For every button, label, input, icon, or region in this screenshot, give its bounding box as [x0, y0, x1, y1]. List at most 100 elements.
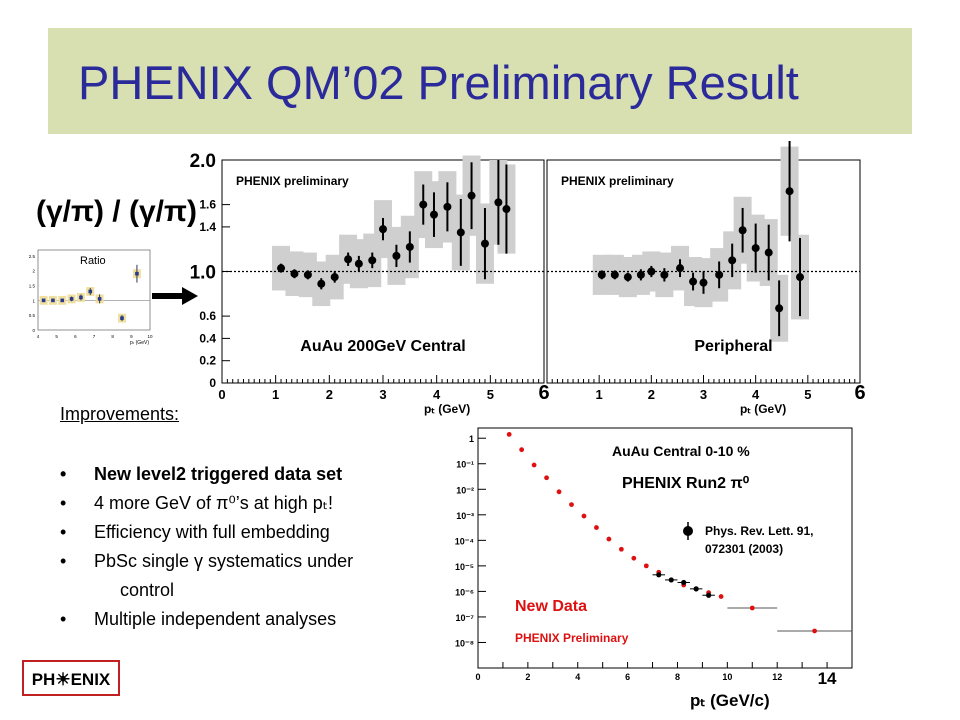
- x-tick-label: 4: [433, 387, 441, 402]
- spectrum-x-tick-label: 2: [525, 672, 530, 682]
- legend-text-line1: Phys. Rev. Lett. 91,: [705, 524, 814, 538]
- x-tick-label: 3: [379, 387, 386, 402]
- data-point: [623, 273, 632, 282]
- new-data-point: [812, 628, 817, 634]
- data-point: [368, 256, 377, 265]
- data-point: [785, 187, 794, 196]
- data-point: [429, 210, 438, 219]
- panel-watermark: PHENIX preliminary: [236, 174, 349, 188]
- y-tick-label: 0.6: [199, 309, 216, 323]
- title-bar: [48, 28, 912, 134]
- x-tick-label: 5: [487, 387, 494, 402]
- panel-label: AuAu 200GeV Central: [300, 338, 465, 355]
- published-data-point: [693, 586, 699, 592]
- inset-x-tick-label: 6: [74, 334, 77, 339]
- new-data-point: [556, 489, 562, 495]
- ratio-label: (γ/π) / (γ/π): [36, 195, 197, 228]
- inset-title: Ratio: [80, 255, 106, 267]
- data-point: [502, 205, 511, 214]
- bullet-item-continuation: control: [120, 580, 175, 600]
- new-data-point: [531, 462, 537, 468]
- inset-y-tick-label: 0.5: [29, 313, 36, 318]
- data-point: [597, 270, 606, 279]
- x-axis-label: pₜ (GeV): [740, 402, 786, 416]
- x-tick-label: 4: [752, 387, 760, 402]
- published-data-point: [656, 572, 662, 578]
- preliminary-label: PHENIX Preliminary: [515, 631, 629, 645]
- spectrum-x-tick-label: 12: [772, 672, 782, 682]
- y-tick-label: 2.0: [190, 151, 216, 172]
- data-point: [277, 264, 286, 273]
- x-tick-label: 6: [854, 382, 865, 404]
- data-point: [392, 251, 401, 260]
- spectrum-y-tick-label: 10⁻³: [456, 511, 474, 521]
- inset-x-tick-label: 7: [93, 334, 96, 339]
- spectrum-x-tick-label: 8: [675, 672, 680, 682]
- published-data-point: [668, 577, 674, 583]
- inset-y-tick-label: 2: [32, 269, 35, 274]
- data-point: [290, 269, 299, 278]
- spectrum-y-tick-label: 10⁻⁶: [455, 587, 474, 597]
- inset-point: [51, 298, 55, 303]
- y-tick-label: 0.4: [199, 331, 216, 345]
- panel-label: Peripheral: [694, 338, 772, 355]
- data-point: [715, 270, 724, 279]
- inset-point: [60, 298, 65, 303]
- data-point: [610, 270, 619, 279]
- spectrum-x-tick-label: 4: [575, 672, 580, 682]
- data-point: [317, 279, 326, 288]
- data-point: [728, 256, 737, 265]
- spectrum-y-tick-label: 1: [469, 434, 474, 444]
- data-point: [764, 248, 773, 257]
- y-tick-label: 0: [209, 376, 216, 390]
- data-point: [494, 198, 503, 207]
- legend-marker: [683, 526, 693, 536]
- data-point: [344, 255, 353, 264]
- inset-y-tick-label: 1: [32, 298, 35, 303]
- data-point: [636, 270, 645, 279]
- y-tick-label: 1.0: [190, 263, 216, 284]
- spectrum-y-tick-label: 10⁻⁷: [456, 613, 475, 623]
- inset-x-tick-label: 9: [130, 334, 133, 339]
- x-tick-label: 2: [326, 387, 333, 402]
- spectrum-x-axis-label: pₜ (GeV/c): [690, 691, 770, 710]
- inset-point: [41, 298, 46, 303]
- y-tick-label: 1.6: [199, 198, 216, 212]
- data-point: [775, 304, 784, 313]
- new-data-point: [718, 594, 724, 599]
- new-data-point: [631, 555, 637, 561]
- new-data-point: [643, 563, 649, 569]
- inset-y-tick-label: 0: [32, 328, 35, 333]
- new-data-point: [519, 447, 525, 453]
- published-data-point: [681, 579, 687, 586]
- x-tick-label: 5: [804, 387, 811, 402]
- inset-x-tick-label: 8: [111, 334, 114, 339]
- bullet-item: PbSc single γ systematics under: [60, 547, 353, 576]
- data-point: [303, 270, 312, 279]
- data-point: [660, 270, 669, 279]
- bullet-item: 4 more GeV of π⁰’s at high pₜ!: [60, 489, 353, 518]
- x-tick-label: 2: [648, 387, 655, 402]
- data-point: [456, 228, 465, 237]
- data-point: [699, 278, 708, 287]
- data-point: [738, 226, 747, 235]
- new-data-point: [606, 536, 612, 542]
- data-point: [330, 273, 339, 282]
- x-axis-label: pₜ (GeV): [424, 402, 470, 416]
- panel-watermark: PHENIX preliminary: [561, 174, 674, 188]
- spectrum-y-tick-label: 10⁻⁴: [455, 536, 474, 546]
- inset-point: [79, 295, 83, 300]
- arrow-head: [182, 287, 198, 305]
- inset-y-tick-label: 1.5: [29, 284, 36, 289]
- slide-title: PHENIX QM’02 Preliminary Result: [78, 56, 799, 109]
- bullet-item: New level2 triggered data set: [60, 460, 353, 489]
- new-data-point: [618, 546, 624, 552]
- data-point: [480, 239, 489, 248]
- data-point: [676, 264, 685, 273]
- data-point: [419, 200, 428, 209]
- new-data-label: New Data: [515, 598, 587, 615]
- new-data-point: [581, 513, 587, 519]
- x-tick-label: 0: [218, 387, 225, 402]
- new-data-point: [506, 431, 512, 437]
- data-point: [354, 259, 363, 268]
